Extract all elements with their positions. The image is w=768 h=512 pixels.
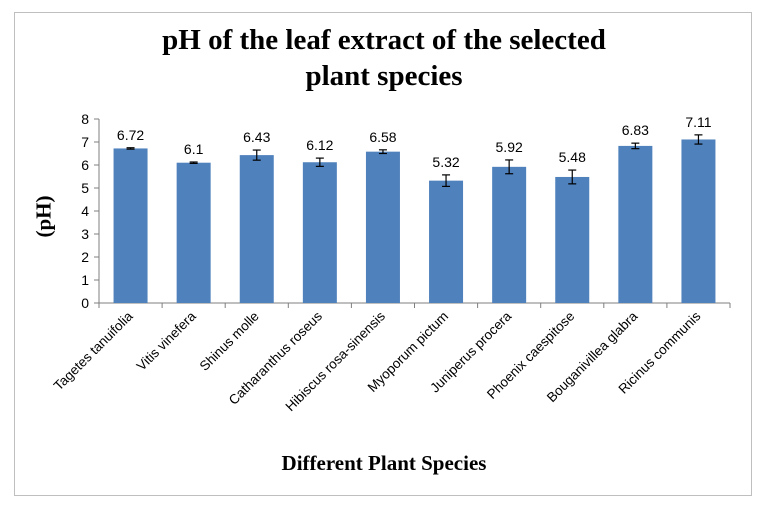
y-tick-label: 4 (81, 203, 89, 219)
x-tick-label: Shinus molle (197, 309, 262, 374)
y-tick-label: 1 (81, 272, 89, 288)
y-tick-label: 5 (81, 180, 89, 196)
bar (176, 162, 211, 303)
bar (239, 155, 274, 303)
y-tick-label: 0 (81, 295, 89, 311)
y-tick-label: 6 (81, 157, 89, 173)
chart-title-line-2: plant species (305, 60, 463, 92)
x-axis-title: Different Plant Species (281, 451, 487, 475)
data-label: 5.92 (496, 139, 523, 155)
chart-title: pH of the leaf extract of the selected p… (0, 22, 768, 94)
x-tick-label: Vitis vinefera (134, 308, 199, 373)
data-label: 6.12 (306, 137, 333, 153)
bar (429, 180, 464, 303)
data-label: 6.83 (622, 122, 649, 138)
y-tick-label: 3 (81, 226, 89, 242)
bar (681, 139, 716, 303)
bar (492, 166, 527, 303)
y-tick-label: 8 (81, 111, 89, 127)
bar (365, 151, 400, 303)
data-label: 7.11 (685, 114, 711, 130)
bar (302, 162, 337, 303)
bar (555, 176, 590, 303)
y-tick-label: 7 (81, 134, 89, 150)
data-label: 5.32 (432, 154, 459, 170)
data-label: 5.48 (559, 149, 586, 165)
data-label: 6.58 (369, 129, 396, 145)
x-tick-label: Tagetes tanuifolia (51, 308, 136, 393)
chart-title-line-1: pH of the leaf extract of the selected (162, 24, 606, 56)
y-tick-label: 2 (81, 249, 89, 265)
bar (113, 148, 148, 303)
data-label: 6.1 (184, 141, 204, 157)
data-label: 6.43 (243, 129, 270, 145)
bar (618, 145, 653, 303)
data-label: 6.72 (117, 127, 144, 143)
